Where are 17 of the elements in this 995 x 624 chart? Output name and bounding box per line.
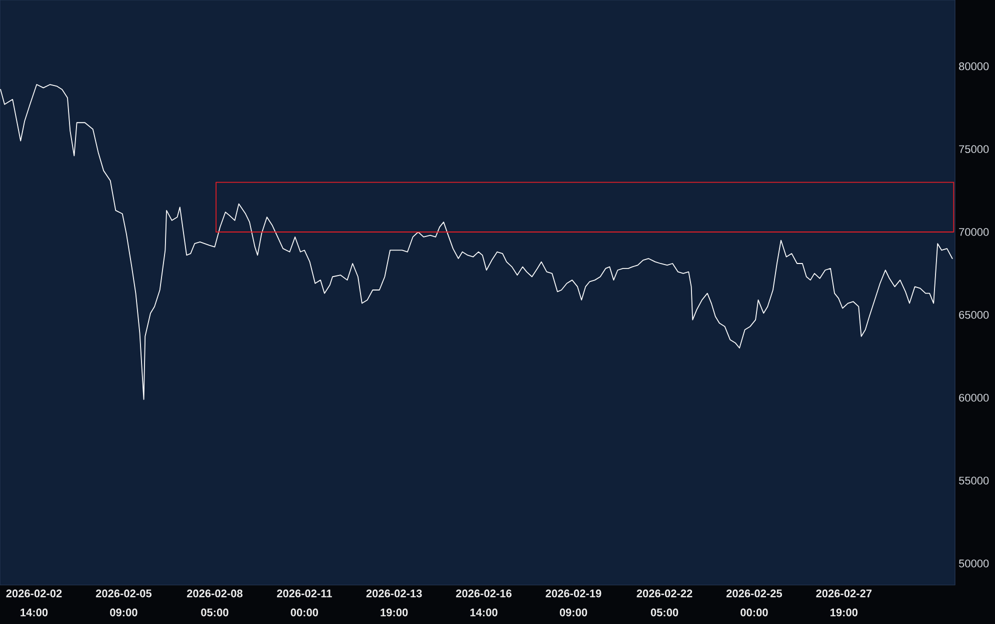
y-tick-label: 80000 <box>959 62 989 70</box>
x-tick-label: 2026-02-25 00:00 <box>726 590 782 616</box>
y-tick-label: 55000 <box>958 476 989 484</box>
x-tick-label: 2026-02-16 14:00 <box>456 590 512 616</box>
y-tick-label: 70000 <box>959 228 989 236</box>
x-tick-label: 2026-02-08 05:00 <box>186 590 242 616</box>
x-tick-label: 2026-02-27 19:00 <box>816 590 872 616</box>
x-tick-label: 2026-02-22 05:00 <box>636 590 692 616</box>
y-tick-label: 50000 <box>958 560 989 568</box>
y-tick-label: 75000 <box>959 145 989 154</box>
x-tick-label: 2026-02-11 00:00 <box>276 590 332 616</box>
x-tick-label: 2026-02-05 09:00 <box>96 590 152 616</box>
y-tick-label: 65000 <box>959 310 989 319</box>
x-tick-label: 2026-02-19 09:00 <box>546 590 602 616</box>
x-tick-label: 2026-02-13 19:00 <box>366 590 422 616</box>
x-tick-label: 2026-02-02 14:00 <box>6 590 62 616</box>
y-tick-label: 60000 <box>959 394 989 402</box>
